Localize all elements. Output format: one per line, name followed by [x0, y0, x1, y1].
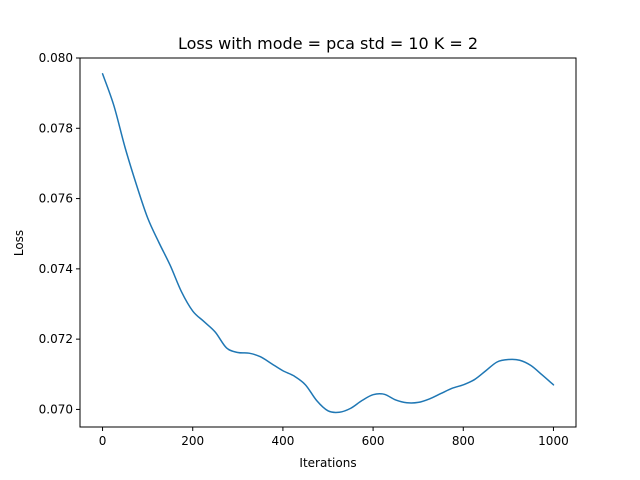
- y-tick-label: 0.072: [39, 332, 73, 346]
- y-tick-label: 0.074: [39, 262, 73, 276]
- loss-series-line: [101, 73, 555, 414]
- x-tick-label: 1000: [538, 434, 569, 448]
- x-axis-ticks: 0 200 400 600 800 1000: [99, 427, 569, 448]
- y-axis-label: Loss: [12, 230, 26, 256]
- y-tick-label: 0.070: [39, 402, 73, 416]
- axes-frame: [79, 57, 577, 428]
- y-tick-label: 0.078: [39, 121, 73, 135]
- x-tick-label: 200: [181, 434, 204, 448]
- plot-area: [101, 73, 555, 414]
- x-tick-label: 400: [271, 434, 294, 448]
- chart-title: Loss with mode = pca std = 10 K = 2: [178, 34, 478, 53]
- x-tick-label: 600: [362, 434, 385, 448]
- y-axis-ticks: 0.070 0.072 0.074 0.076 0.078 0.080: [39, 51, 80, 416]
- x-tick-label: 800: [452, 434, 475, 448]
- y-tick-label: 0.080: [39, 51, 73, 65]
- x-tick-label: 0: [99, 434, 107, 448]
- x-axis-label: Iterations: [299, 456, 356, 470]
- y-tick-label: 0.076: [39, 192, 73, 206]
